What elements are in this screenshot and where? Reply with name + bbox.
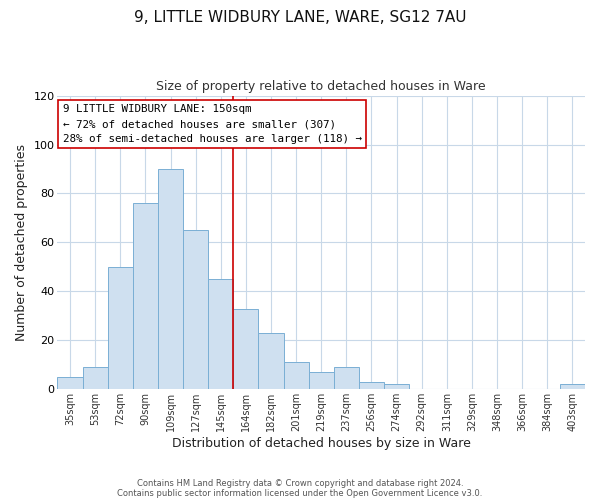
Title: Size of property relative to detached houses in Ware: Size of property relative to detached ho… xyxy=(157,80,486,93)
Y-axis label: Number of detached properties: Number of detached properties xyxy=(15,144,28,341)
Bar xyxy=(233,308,259,390)
Bar xyxy=(308,372,334,390)
Bar xyxy=(158,169,183,390)
Bar xyxy=(259,333,284,390)
Bar xyxy=(284,362,308,390)
Bar xyxy=(560,384,585,390)
Bar xyxy=(108,267,133,390)
Bar xyxy=(183,230,208,390)
Bar xyxy=(133,204,158,390)
Bar xyxy=(384,384,409,390)
Text: 9, LITTLE WIDBURY LANE, WARE, SG12 7AU: 9, LITTLE WIDBURY LANE, WARE, SG12 7AU xyxy=(134,10,466,25)
Text: 9 LITTLE WIDBURY LANE: 150sqm
← 72% of detached houses are smaller (307)
28% of : 9 LITTLE WIDBURY LANE: 150sqm ← 72% of d… xyxy=(63,104,362,144)
Bar xyxy=(58,377,83,390)
Text: Contains HM Land Registry data © Crown copyright and database right 2024.: Contains HM Land Registry data © Crown c… xyxy=(137,478,463,488)
Text: Contains public sector information licensed under the Open Government Licence v3: Contains public sector information licen… xyxy=(118,488,482,498)
Bar xyxy=(83,368,108,390)
Bar xyxy=(208,279,233,390)
Bar xyxy=(334,368,359,390)
Bar xyxy=(359,382,384,390)
X-axis label: Distribution of detached houses by size in Ware: Distribution of detached houses by size … xyxy=(172,437,470,450)
